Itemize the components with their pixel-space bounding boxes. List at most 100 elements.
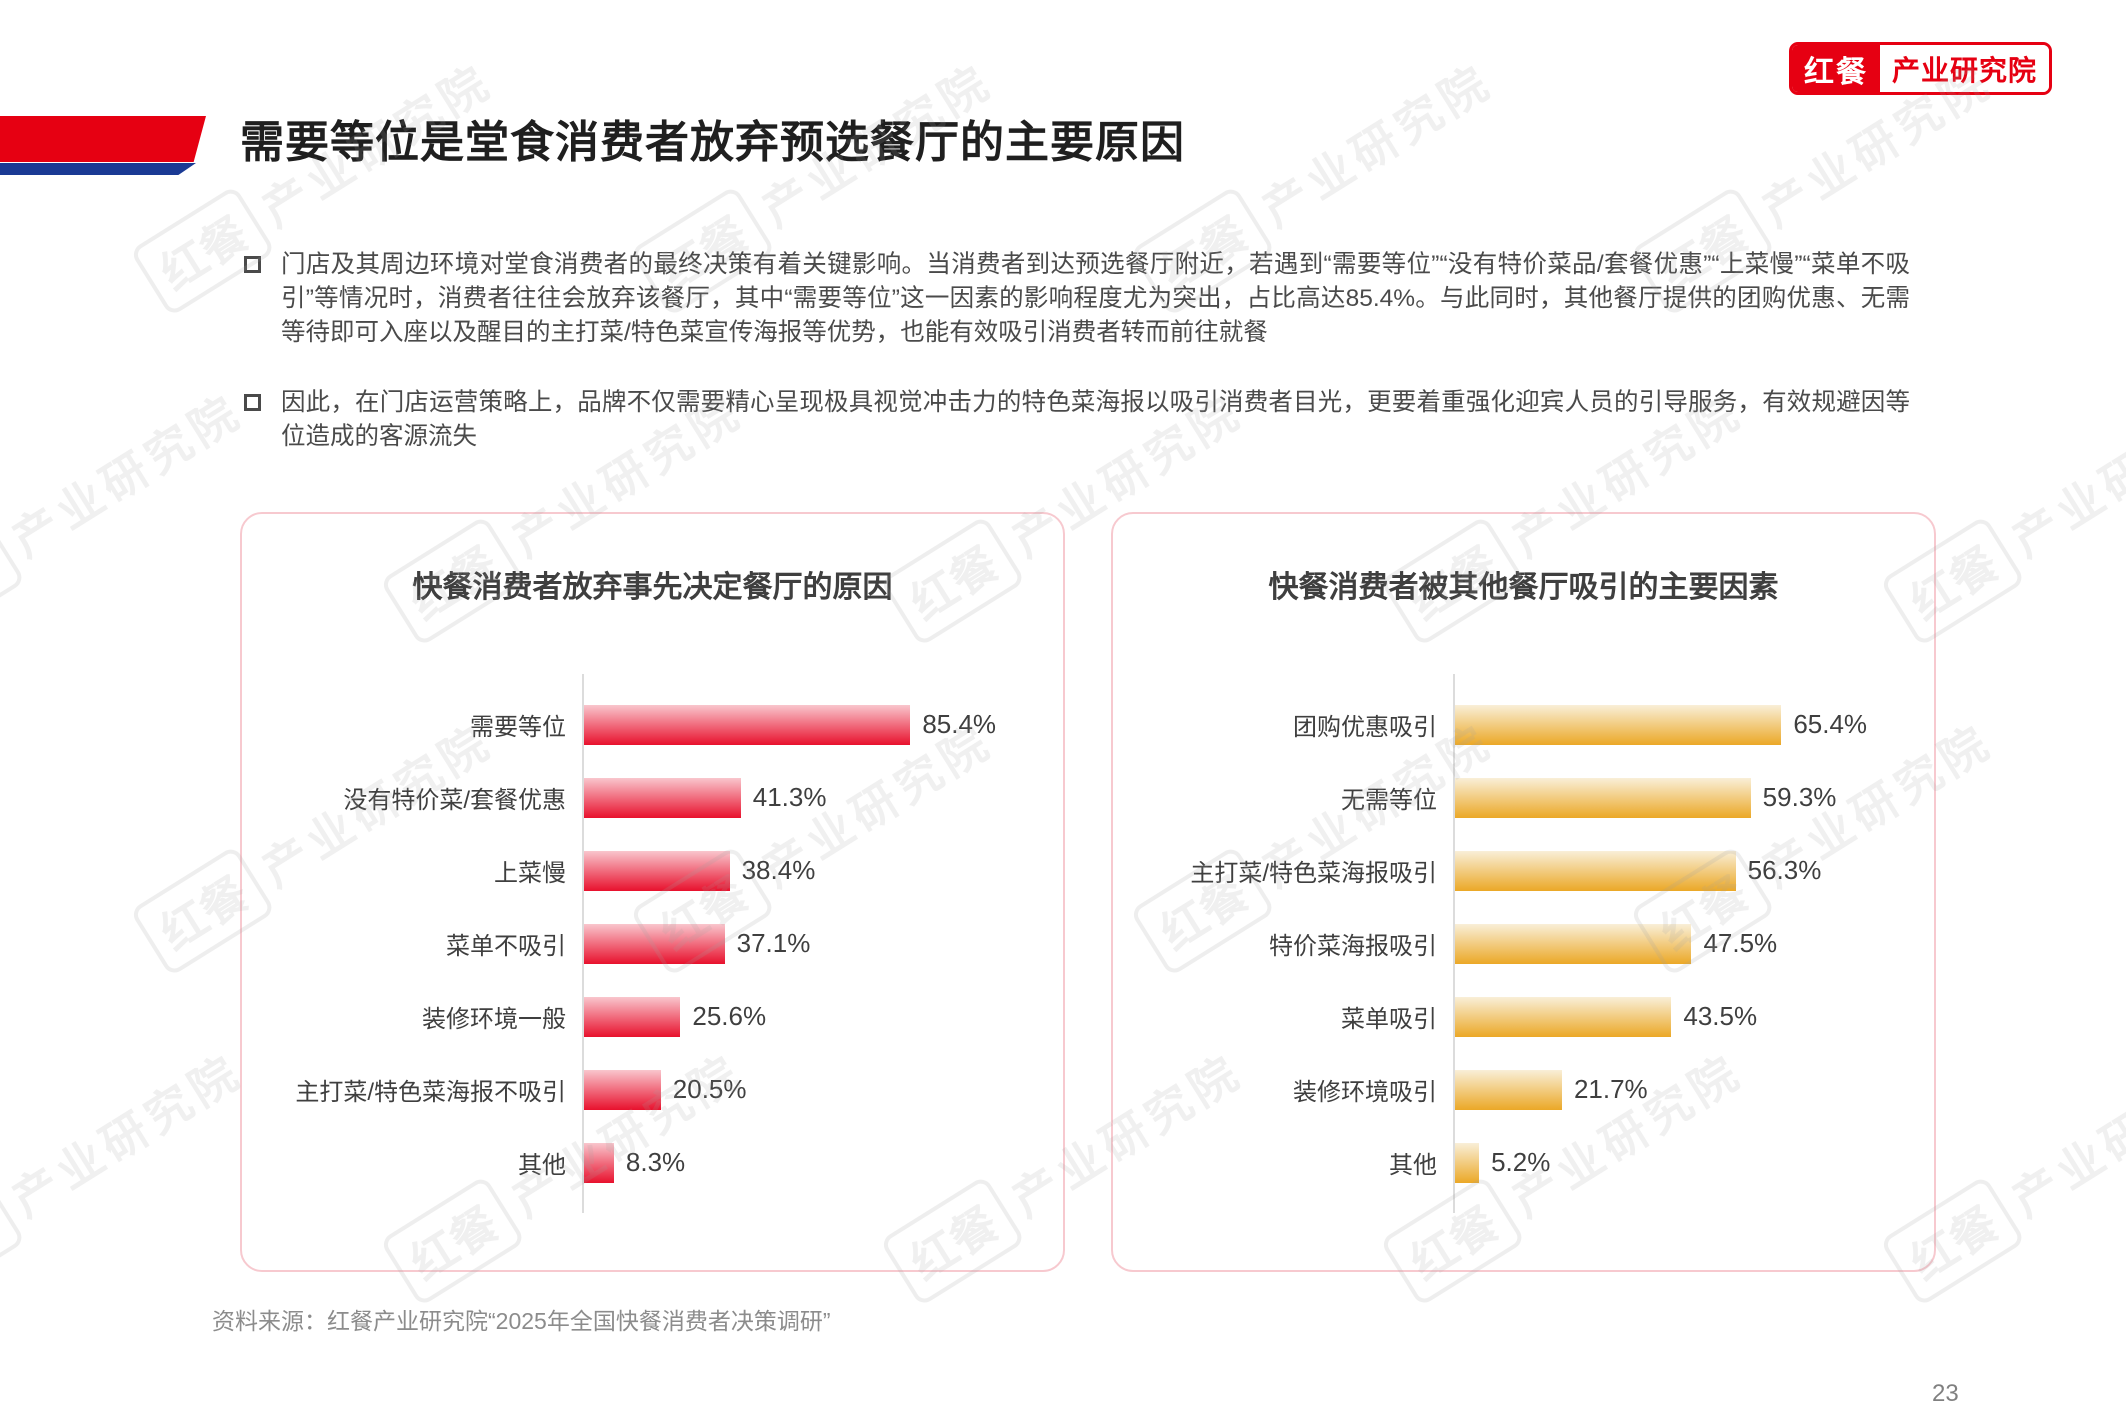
bar-rows: 需要等位 85.4% 没有特价菜/套餐优惠 41.3% 上菜慢 38.4% 菜单不吸引 37.… — [267, 688, 1038, 1199]
logo-brand-mark: 红餐 — [1791, 45, 1880, 92]
y-axis-line — [582, 674, 584, 1213]
bar-row: 装修环境一般 25.6% — [267, 980, 1038, 1053]
square-bullet-icon — [244, 394, 261, 411]
chart-title: 快餐消费者放弃事先决定餐厅的原因 — [412, 571, 893, 604]
watermark-org-label: 产业研究院 — [2003, 384, 2126, 567]
bullet-text: 门店及其周边环境对堂食消费者的最终决策有着关键影响。当消费者到达预选餐厅附近，若… — [281, 251, 1910, 346]
value-label: 85.4% — [922, 709, 997, 739]
value-label: 43.5% — [1683, 1001, 1758, 1031]
value-label: 65.4% — [1793, 709, 1868, 739]
watermark-org-label: 产业研究院 — [3, 384, 252, 567]
page-number: 23 — [1932, 1380, 1959, 1407]
bar — [1453, 1142, 1480, 1183]
bar-row: 上菜慢 38.4% — [267, 834, 1038, 907]
bar-plot-area: 43.5% — [1453, 996, 1909, 1037]
bar — [582, 777, 741, 818]
bar-plot-area: 37.1% — [582, 923, 1038, 964]
bar — [1453, 1069, 1562, 1110]
category-label: 装修环境吸引 — [1293, 1079, 1437, 1106]
watermark-brand-mark: 红餐 — [0, 1175, 26, 1307]
bar-plot-area: 8.3% — [582, 1142, 1038, 1183]
bar-plot-area: 21.7% — [1453, 1069, 1909, 1110]
logo-org-label: 产业研究院 — [1879, 45, 2049, 92]
bar — [582, 1142, 614, 1183]
value-label: 41.3% — [752, 782, 827, 812]
category-label: 菜单吸引 — [1341, 1006, 1437, 1033]
value-label: 20.5% — [672, 1074, 747, 1104]
charts-container: 快餐消费者放弃事先决定餐厅的原因 需要等位 85.4% 没有特价菜/套餐优惠 41.3… — [240, 512, 1936, 1272]
bar-plot-area: 85.4% — [582, 704, 1038, 745]
bullet-item: 因此，在门店运营策略上，品牌不仅需要精心呈现极具视觉冲击力的特色菜海报以吸引消费… — [244, 386, 1910, 454]
bar-plot-area: 38.4% — [582, 850, 1038, 891]
bar — [582, 850, 730, 891]
category-label: 菜单不吸引 — [446, 933, 566, 960]
category-label: 无需等位 — [1341, 787, 1437, 814]
bullet-item: 门店及其周边环境对堂食消费者的最终决策有着关键影响。当消费者到达预选餐厅附近，若… — [244, 248, 1910, 350]
bar — [1453, 996, 1672, 1037]
bar-plot-area: 5.2% — [1453, 1142, 1909, 1183]
bar-plot-area: 20.5% — [582, 1069, 1038, 1110]
value-label: 38.4% — [741, 855, 816, 885]
y-axis-line — [1453, 674, 1455, 1213]
bar-plot-area: 65.4% — [1453, 704, 1909, 745]
bar — [582, 923, 725, 964]
bar-row: 其他 8.3% — [267, 1126, 1038, 1199]
data-source-note: 资料来源：红餐产业研究院“2025年全国快餐消费者决策调研” — [212, 1308, 831, 1334]
bar-row: 菜单不吸引 37.1% — [267, 907, 1038, 980]
bar-row: 主打菜/特色菜海报不吸引 20.5% — [267, 1053, 1038, 1126]
bar-row: 菜单吸引 43.5% — [1138, 980, 1909, 1053]
page-title: 需要等位是堂食消费者放弃预选餐厅的主要原因 — [240, 118, 1185, 167]
category-label: 主打菜/特色菜海报吸引 — [1190, 860, 1437, 887]
category-label: 其他 — [1389, 1152, 1437, 1179]
bar-row: 特价菜海报吸引 47.5% — [1138, 907, 1909, 980]
bar-chart-attraction-factors: 团购优惠吸引 65.4% 无需等位 59.3% 主打菜/特色菜海报吸引 56.3% 特价菜海… — [1138, 674, 1909, 1213]
value-label: 8.3% — [625, 1147, 686, 1177]
square-bullet-icon — [244, 256, 261, 273]
value-label: 37.1% — [736, 928, 811, 958]
category-label: 主打菜/特色菜海报不吸引 — [295, 1079, 566, 1106]
value-label: 25.6% — [692, 1001, 767, 1031]
bar-plot-area: 56.3% — [1453, 850, 1909, 891]
watermark-org-label: 产业研究院 — [1253, 54, 1502, 237]
chart-card-attraction-factors: 快餐消费者被其他餐厅吸引的主要因素 团购优惠吸引 65.4% 无需等位 59.3% 主打… — [1111, 512, 1936, 1272]
category-label: 没有特价菜/套餐优惠 — [343, 787, 566, 814]
bar-plot-area: 47.5% — [1453, 923, 1909, 964]
category-label: 其他 — [518, 1152, 566, 1179]
bar-row: 装修环境吸引 21.7% — [1138, 1053, 1909, 1126]
bar — [582, 704, 911, 745]
bar-row: 团购优惠吸引 65.4% — [1138, 688, 1909, 761]
bar — [1453, 923, 1692, 964]
bar — [1453, 704, 1782, 745]
category-label: 特价菜海报吸引 — [1269, 933, 1437, 960]
bar-row: 无需等位 59.3% — [1138, 761, 1909, 834]
bar-rows: 团购优惠吸引 65.4% 无需等位 59.3% 主打菜/特色菜海报吸引 56.3% 特价菜海… — [1138, 688, 1909, 1199]
bar-plot-area: 25.6% — [582, 996, 1038, 1037]
bar — [1453, 777, 1751, 818]
watermark-org-label: 产业研究院 — [2003, 1044, 2126, 1227]
brand-watermark: 红餐产业研究院 — [0, 1031, 257, 1307]
bar — [1453, 850, 1736, 891]
title-accent-red-shape — [0, 116, 206, 162]
category-label: 团购优惠吸引 — [1293, 714, 1437, 741]
category-label: 装修环境一般 — [422, 1006, 566, 1033]
title-accent-blue-shape — [0, 163, 196, 175]
bar — [582, 996, 681, 1037]
value-label: 21.7% — [1573, 1074, 1648, 1104]
bar-row: 没有特价菜/套餐优惠 41.3% — [267, 761, 1038, 834]
category-label: 上菜慢 — [494, 860, 566, 887]
bar-chart-abandon-reasons: 需要等位 85.4% 没有特价菜/套餐优惠 41.3% 上菜慢 38.4% 菜单不吸引 37.… — [267, 674, 1038, 1213]
brand-logo: 红餐 产业研究院 — [1788, 42, 2052, 95]
bar-plot-area: 41.3% — [582, 777, 1038, 818]
category-label: 需要等位 — [470, 714, 566, 741]
bar-plot-area: 59.3% — [1453, 777, 1909, 818]
watermark-brand-mark: 红餐 — [0, 515, 26, 647]
bullet-text: 因此，在门店运营策略上，品牌不仅需要精心呈现极具视觉冲击力的特色菜海报以吸引消费… — [281, 389, 1910, 450]
bar-row: 其他 5.2% — [1138, 1126, 1909, 1199]
chart-title: 快餐消费者被其他餐厅吸引的主要因素 — [1268, 571, 1779, 604]
bar — [582, 1069, 661, 1110]
value-label: 56.3% — [1747, 855, 1822, 885]
watermark-org-label: 产业研究院 — [3, 1044, 252, 1227]
value-label: 5.2% — [1491, 1147, 1551, 1177]
bar-row: 需要等位 85.4% — [267, 688, 1038, 761]
